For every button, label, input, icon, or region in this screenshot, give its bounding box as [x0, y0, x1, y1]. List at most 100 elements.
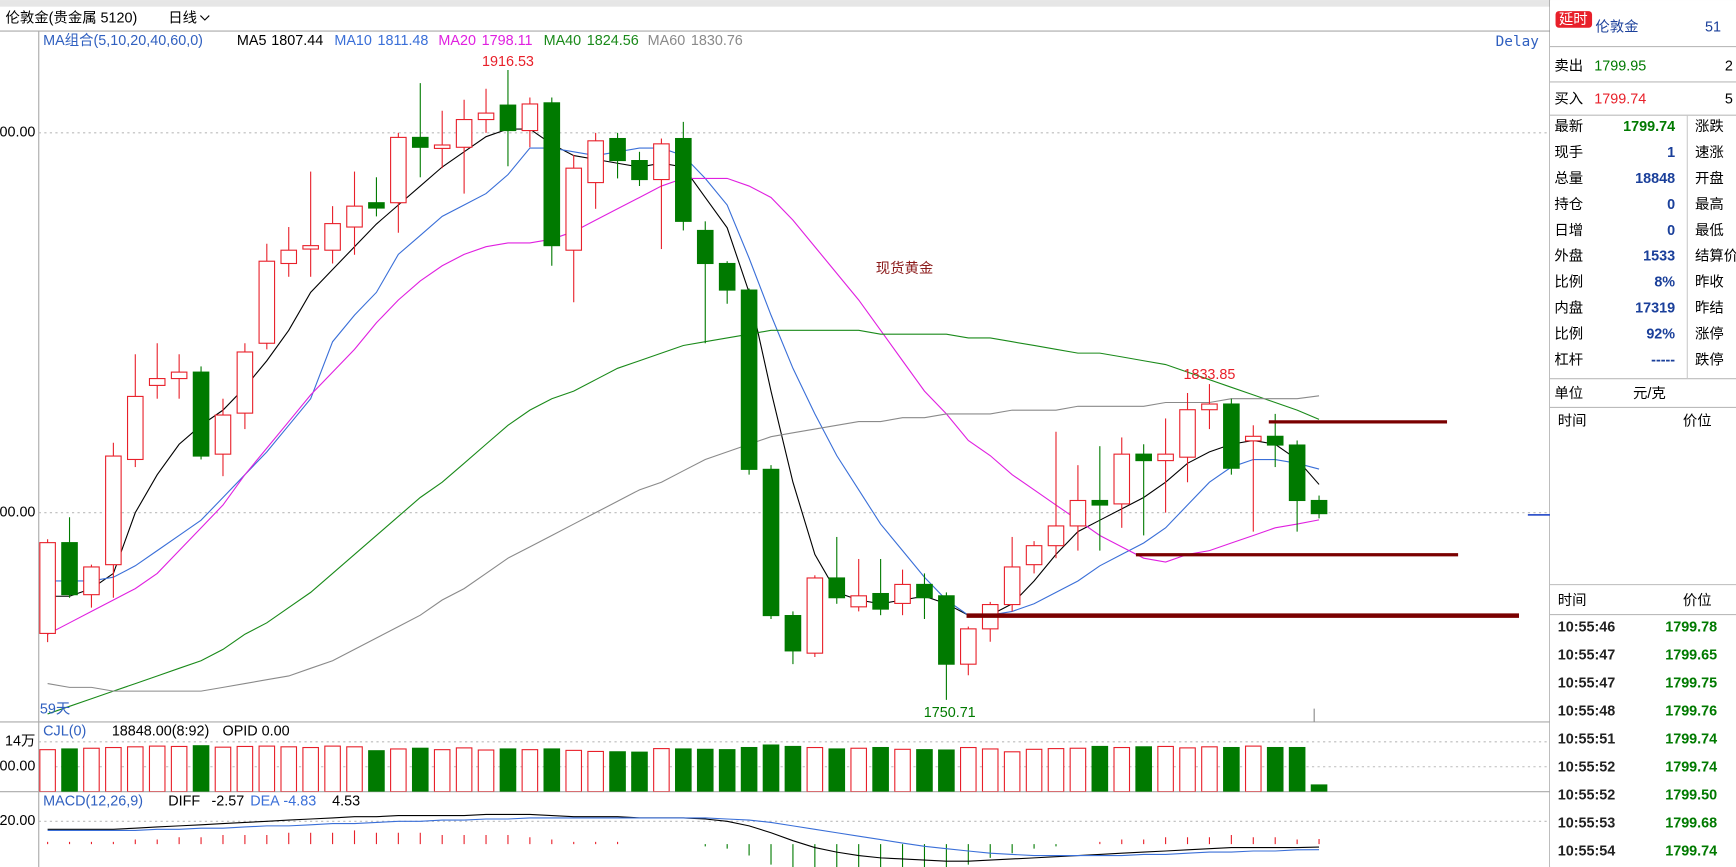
- volume-bar: [981, 748, 999, 792]
- volume-bar: [499, 748, 517, 792]
- stat-label: 比例: [1554, 274, 1583, 291]
- side-label: 卖出: [1554, 57, 1583, 74]
- candle-body: [1003, 566, 1021, 606]
- volume-info: 18848.00(8:92): [112, 724, 210, 740]
- candle-body: [1047, 525, 1065, 547]
- tick-price: 1799.75: [1665, 676, 1717, 692]
- quote-panel: 延时 伦敦金 51 卖出 1799.95 2 买入 1799.74 5 最新 1799.74 涨跌现手…: [1550, 0, 1736, 867]
- candle-body: [411, 136, 429, 148]
- candle-body: [105, 455, 122, 566]
- tick-time: 10:55:51: [1558, 732, 1616, 748]
- high-label: 1833.85: [1183, 367, 1235, 383]
- volume-bar: [302, 746, 319, 792]
- candle-body: [477, 112, 495, 121]
- period-select[interactable]: 日线: [168, 10, 197, 27]
- legend-name: MA40: [544, 33, 582, 49]
- candle-body: [1025, 545, 1043, 566]
- stat-label: 开盘: [1695, 169, 1724, 187]
- y-tick-label: 20.00: [0, 813, 35, 829]
- col-header: 价位: [1683, 592, 1712, 609]
- candle-body: [1223, 403, 1240, 469]
- tick-time: 10:55:48: [1558, 704, 1616, 720]
- stat-label: 最低: [1695, 222, 1724, 239]
- volume-bar: [1310, 784, 1328, 792]
- volume-bar: [718, 749, 736, 792]
- dropdown-arrow: [200, 15, 210, 21]
- volume-bar: [872, 746, 889, 792]
- candle-body: [565, 167, 583, 251]
- candle-body: [872, 592, 889, 610]
- tick-time: 10:55:46: [1558, 620, 1616, 636]
- badge: [1555, 11, 1593, 28]
- volume-label: CJL(0): [43, 724, 86, 740]
- candle-body: [148, 378, 166, 386]
- unit-value: 元/克: [1633, 385, 1666, 402]
- candle-body: [740, 289, 758, 470]
- candle-body: [1091, 499, 1109, 506]
- candle-body: [214, 414, 232, 455]
- unit-label: 单位: [1554, 385, 1583, 402]
- macd-label: MACD(12,26,9): [43, 793, 143, 809]
- stat-label: 外盘: [1554, 247, 1583, 265]
- volume-bar: [609, 751, 626, 792]
- candle-body: [324, 223, 341, 251]
- volume-bar: [806, 746, 824, 792]
- tick-price: 1799.68: [1665, 816, 1717, 832]
- col-header: 时间: [1558, 413, 1587, 430]
- volume-bar: [850, 747, 868, 792]
- col-header: 价位: [1683, 413, 1712, 430]
- side-size: 5: [1725, 91, 1733, 107]
- tick-price: 1799.74: [1665, 844, 1717, 860]
- window-title: 伦敦金(贵金属 5120): [6, 10, 138, 27]
- volume-bar: [1266, 746, 1284, 792]
- ma-line: [47, 395, 1320, 692]
- candle-body: [938, 595, 955, 665]
- legend-value: 1811.48: [378, 33, 429, 49]
- candle-body: [455, 118, 473, 148]
- stat-label: 昨收: [1695, 274, 1724, 291]
- quote-partial: 51: [1705, 20, 1721, 36]
- candle-body: [83, 566, 100, 596]
- candle-body: [258, 260, 276, 344]
- candle-body: [1135, 453, 1152, 462]
- volume-bar: [214, 746, 232, 792]
- low-label: 1750.71: [924, 705, 976, 721]
- stat-label: 结算价: [1695, 248, 1736, 265]
- candle-body: [302, 245, 319, 250]
- volume-bar: [565, 749, 583, 792]
- volume-bar: [148, 745, 166, 792]
- candle-body: [828, 577, 846, 599]
- volume-bar: [433, 749, 451, 792]
- volume-bar: [696, 748, 714, 792]
- candle-body: [61, 542, 78, 596]
- candle-body: [236, 351, 254, 414]
- stat-label: 涨停: [1695, 325, 1724, 342]
- side-label: 买入: [1554, 90, 1583, 107]
- stat-value: 17319: [1635, 301, 1675, 317]
- top-strip: [0, 0, 1736, 7]
- delay-label: Delay: [1496, 34, 1540, 50]
- ma-selector: MA组合(5,10,20,40,60,0): [43, 32, 203, 49]
- volume-bar: [258, 745, 276, 792]
- volume-bar: [61, 748, 78, 792]
- legend-name: MA20: [438, 33, 476, 49]
- candle-body: [675, 137, 692, 222]
- candle-body: [653, 143, 670, 181]
- volume-bar: [1113, 746, 1131, 792]
- stat-value: 92%: [1646, 326, 1675, 342]
- annotation: 现货黄金: [876, 260, 934, 277]
- candle-body: [521, 103, 539, 132]
- tick-time: 10:55:53: [1558, 816, 1616, 832]
- stat-label: 最新: [1554, 118, 1583, 135]
- volume-bar: [894, 748, 911, 792]
- candle-body: [916, 583, 933, 599]
- volume-bar: [1003, 751, 1021, 792]
- tick-price: 1799.74: [1665, 760, 1717, 776]
- candle-body: [1179, 409, 1196, 458]
- candle-body: [1201, 403, 1218, 411]
- side-price: 1799.74: [1594, 91, 1646, 107]
- macd-legend: DEA: [250, 793, 280, 809]
- candle-body: [806, 577, 824, 654]
- volume-bar: [631, 751, 648, 792]
